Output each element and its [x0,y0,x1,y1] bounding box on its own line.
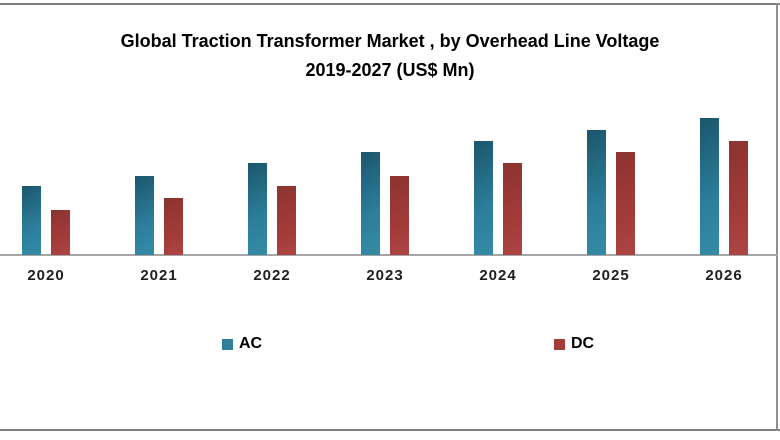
x-axis-line [0,254,778,256]
frame-right-border [776,3,778,431]
bar-ac-2021 [135,176,154,255]
x-axis-label-2023: 2023 [366,267,404,284]
bar-dc-2025 [616,152,635,255]
chart-title: Global Traction Transformer Market , by … [0,27,780,85]
bar-ac-2023 [361,152,380,255]
bar-dc-2020 [51,210,70,255]
x-axis-label-2020: 2020 [27,267,65,284]
bar-dc-2023 [390,176,409,255]
frame-bottom-border [0,429,780,431]
bar-dc-2024 [503,163,522,255]
bar-dc-2022 [277,186,296,255]
legend-swatch-ac-icon [222,338,233,350]
x-axis-label-2021: 2021 [140,267,178,284]
legend-label-dc: DC [571,335,595,352]
bar-ac-2020 [22,186,41,255]
bar-ac-2025 [587,130,606,255]
bar-ac-2026 [700,118,719,255]
x-axis-label-2026: 2026 [705,267,743,284]
x-axis-label-2025: 2025 [592,267,630,284]
chart-title-line2: 2019-2027 (US$ Mn) [305,60,475,80]
chart-title-line1: Global Traction Transformer Market , by … [120,31,660,51]
bar-dc-2026 [729,141,748,255]
legend-item-ac: AC [222,336,262,352]
x-axis-label-2022: 2022 [253,267,291,284]
frame-top-border [0,3,780,5]
bar-ac-2022 [248,163,267,255]
legend-item-dc: DC [554,336,594,352]
bar-dc-2021 [164,198,183,255]
legend-swatch-dc-icon [554,338,565,350]
bar-ac-2024 [474,141,493,255]
legend-label-ac: AC [239,335,263,352]
x-axis-label-2024: 2024 [479,267,517,284]
